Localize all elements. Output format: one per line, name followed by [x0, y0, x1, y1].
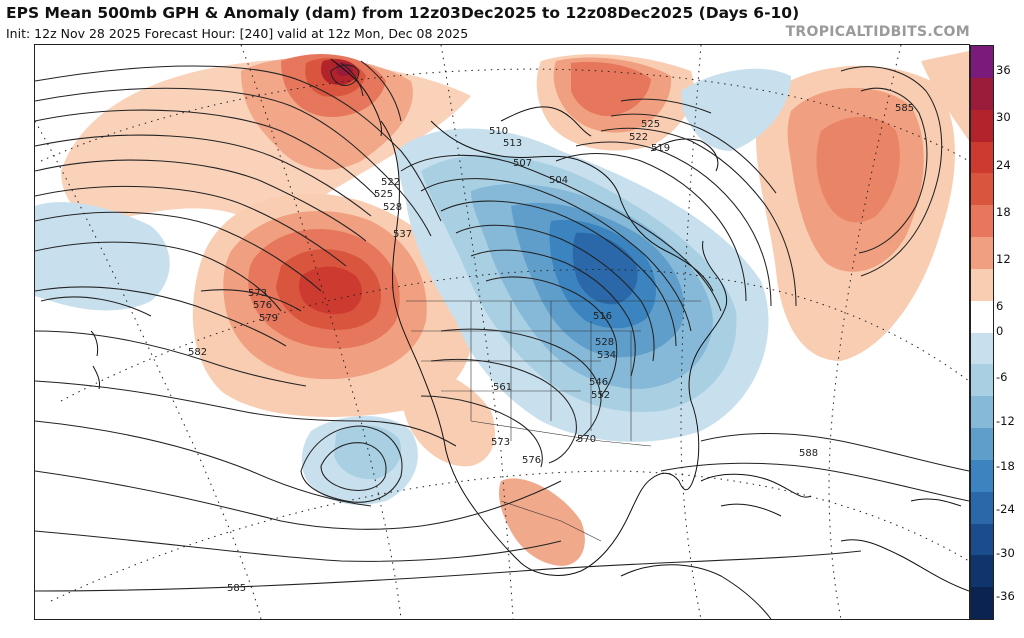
- contour-label: 585: [895, 103, 914, 114]
- map-panel: 510 513 507 504 516 519 522 522 525 525 …: [34, 44, 970, 620]
- colorbar-segment: [971, 523, 993, 556]
- contour-label-group: 510 513 507 504 516 519 522 522 525 525 …: [188, 103, 914, 594]
- colorbar-label: 6: [996, 299, 1004, 313]
- contour-label: 585: [227, 583, 246, 594]
- contour-label: 588: [799, 448, 818, 459]
- colorbar-segment: [971, 332, 993, 365]
- contour-label: 537: [393, 229, 412, 240]
- chart-title: EPS Mean 500mb GPH & Anomaly (dam) from …: [6, 4, 800, 22]
- contour-label: 576: [253, 300, 272, 311]
- contour-label: 522: [629, 132, 648, 143]
- contour-label: 504: [549, 175, 568, 186]
- chart-subtitle: Init: 12z Nov 28 2025 Forecast Hour: [24…: [6, 26, 469, 41]
- colorbar-segment: [971, 364, 993, 397]
- contour-label: 573: [248, 288, 267, 299]
- contour-label: 570: [577, 434, 596, 445]
- colorbar-label: -18: [996, 459, 1015, 473]
- political-borders: [406, 300, 701, 542]
- contour-label: 519: [651, 143, 670, 154]
- contour-label: 528: [383, 202, 402, 213]
- contour-label: 525: [641, 119, 660, 130]
- colorbar-label: 18: [996, 205, 1011, 219]
- colorbar-label: -30: [996, 546, 1015, 560]
- contour-label: 507: [513, 158, 532, 169]
- contour-label: 579: [259, 313, 278, 324]
- contour-label: 513: [503, 138, 522, 149]
- colorbar-label: -6: [996, 370, 1008, 384]
- contour-label: 522: [381, 177, 400, 188]
- contour-label: 510: [489, 126, 508, 137]
- contour-label: 582: [188, 347, 207, 358]
- site-credit: TROPICALTIDBITS.COM: [785, 24, 970, 40]
- colorbar-segment: [971, 109, 993, 142]
- contour-label: 525: [374, 189, 393, 200]
- height-contours: [35, 60, 969, 592]
- graticule: [35, 45, 969, 619]
- anomaly-colorbar: [970, 45, 994, 620]
- contour-label: 516: [593, 311, 612, 322]
- contour-label: 576: [522, 455, 541, 466]
- colorbar-segment: [971, 300, 993, 333]
- colorbar-segment: [971, 428, 993, 461]
- colorbar-segment: [971, 77, 993, 111]
- contour-label: 561: [493, 382, 512, 393]
- colorbar-segment: [971, 491, 993, 524]
- colorbar-label: 0: [996, 324, 1004, 338]
- colorbar-segment: [971, 46, 993, 79]
- colorbar-label: 36: [996, 63, 1011, 77]
- colorbar-segment: [971, 396, 993, 429]
- colorbar-label: 30: [996, 110, 1011, 124]
- contour-label: 528: [595, 337, 614, 348]
- contour-label: 552: [591, 390, 610, 401]
- contour-label: 534: [597, 350, 616, 361]
- colorbar-label: -12: [996, 414, 1015, 428]
- colorbar-segment: [971, 141, 993, 174]
- colorbar-segment: [971, 587, 993, 620]
- coastlines: [90, 58, 969, 619]
- colorbar-segment: [971, 173, 993, 206]
- colorbar-segment: [971, 237, 993, 270]
- colorbar-segment: [971, 459, 993, 493]
- colorbar-segment: [971, 205, 993, 238]
- contour-label: 573: [491, 437, 510, 448]
- colorbar-label: -36: [996, 589, 1015, 603]
- contour-label: 546: [589, 377, 608, 388]
- colorbar-label: 24: [996, 158, 1011, 172]
- colorbar-segment: [971, 268, 993, 302]
- colorbar-label: 12: [996, 252, 1011, 266]
- colorbar-label: -24: [996, 502, 1015, 516]
- anomaly-map: 510 513 507 504 516 519 522 522 525 525 …: [35, 45, 969, 619]
- colorbar-segment: [971, 555, 993, 588]
